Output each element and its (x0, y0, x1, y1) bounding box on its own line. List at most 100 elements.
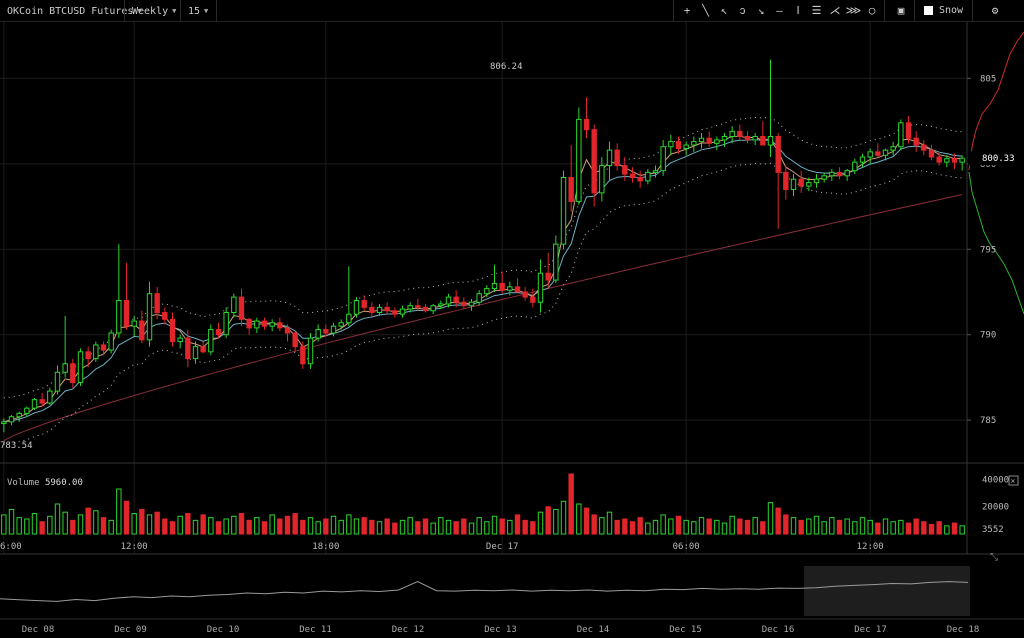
candle-body (721, 135, 728, 141)
navigator-date-label: Dec 16 (762, 625, 795, 635)
fibonacci-tool-icon[interactable]: ☰ (811, 4, 822, 17)
close-volume-pane-button[interactable]: × (1008, 475, 1019, 486)
volume-bar (806, 518, 812, 535)
candle-up (231, 293, 237, 318)
volume-bar (637, 517, 643, 535)
volume-bar (507, 519, 513, 535)
path-tool-icon[interactable]: ↄ (739, 4, 746, 17)
volume-bar (215, 521, 222, 535)
chart-canvas[interactable]: 785790795800805400002000035526:0012:0018… (0, 22, 1024, 638)
candle-body (729, 130, 735, 137)
candle-body (476, 293, 482, 303)
candle-up (307, 333, 314, 369)
candle-body (77, 351, 84, 384)
volume-bar (760, 521, 766, 535)
candle-up (468, 298, 475, 311)
candle-body (8, 416, 15, 423)
candle-body (146, 293, 153, 341)
candle-up (62, 315, 68, 378)
volume-bar (430, 522, 436, 535)
candle-down (614, 143, 620, 171)
volume-bar (875, 522, 881, 535)
navigator-date-label: Dec 09 (114, 625, 147, 635)
volume-bar (606, 511, 613, 535)
arrow-tool-icon[interactable]: ↖ (720, 4, 728, 17)
navigator[interactable]: Dec 08 Dec 09 Dec 10 Dec 11 Dec 12 Dec 13 Dec … (0, 566, 1024, 635)
candle-body (154, 293, 160, 313)
navigator-selection-window (804, 566, 970, 616)
volume-bar (85, 507, 91, 535)
volume-bar (422, 518, 429, 535)
candle-down (300, 341, 306, 369)
vertical-line-tool-icon[interactable]: ǀ (794, 4, 802, 17)
candle-down (185, 329, 191, 368)
volume-bar (246, 519, 252, 535)
candle-up (821, 172, 827, 183)
gear-icon[interactable]: ⚙ (991, 4, 999, 17)
volume-bar (384, 518, 390, 535)
volume-bar (545, 506, 551, 535)
line-tool-icon[interactable]: ╲ (702, 4, 709, 17)
volume-bar (177, 515, 183, 535)
candle-body (1, 421, 7, 425)
volume-bar (560, 500, 567, 535)
circle-tool-icon[interactable]: ○ (868, 4, 876, 17)
candle-body (85, 351, 91, 360)
candle-body (637, 177, 643, 182)
fan-tool-icon[interactable]: ⋌ (829, 4, 841, 17)
volume-bar (392, 522, 398, 535)
close-icon: × (1011, 477, 1016, 486)
candle-down (530, 288, 536, 308)
candle-body (951, 158, 958, 163)
candle-body (491, 282, 498, 290)
candle-body (537, 272, 544, 303)
volume-tick-label: 3552 (982, 525, 1004, 535)
candle-up (438, 300, 444, 310)
candle-up (844, 168, 850, 181)
volume-bar (8, 508, 15, 535)
candle-up (192, 341, 199, 364)
volume-bar (292, 513, 298, 535)
candle-up (491, 264, 498, 292)
time-tick-label: 06:00 (673, 542, 700, 552)
candle-body (622, 165, 628, 175)
candle-body (844, 170, 850, 177)
snow-checkbox[interactable] (924, 6, 933, 15)
snow-toggle[interactable]: Snow (924, 0, 963, 22)
candle-body (652, 170, 659, 173)
candle-down (361, 295, 367, 311)
volume-bar (836, 519, 843, 535)
candle-up (24, 406, 30, 417)
volume-bar (652, 519, 659, 535)
horizontal-line-tool-icon[interactable]: – (776, 4, 783, 17)
candle-body (269, 322, 275, 327)
expand-icon[interactable]: ⤡ (990, 552, 998, 563)
candle-up (315, 324, 321, 342)
volume-bar (553, 508, 559, 535)
candle-body (100, 344, 107, 351)
candle-up (882, 148, 889, 161)
candle-up (829, 168, 835, 181)
gann-fan-tool-icon[interactable]: ⋙ (845, 4, 862, 17)
screenshot-icon[interactable]: ▣ (897, 4, 905, 17)
volume-bar (890, 521, 896, 535)
interval-selector[interactable]: 15 ▼ (188, 0, 208, 22)
volume-bar (660, 514, 666, 535)
candle-down (384, 302, 390, 315)
candle-body (315, 329, 321, 339)
candle-body (560, 177, 567, 245)
chevron-down-icon: ▼ (137, 7, 142, 15)
volume-bar (346, 514, 352, 535)
candle-body (806, 182, 812, 187)
navigator-date-label: Dec 10 (207, 625, 240, 635)
contract-selector[interactable]: Weekly ▼ (132, 0, 176, 22)
volume-bars (1, 473, 965, 535)
volume-bar (783, 514, 789, 535)
candlesticks[interactable] (1, 59, 965, 433)
ray-tool-icon[interactable]: ↘ (757, 4, 765, 17)
price-tick-label: 795 (980, 245, 996, 255)
symbol-selector[interactable]: OKCoin BTCUSD Futures ▼ (7, 0, 142, 22)
volume-bar (77, 514, 84, 535)
candle-down (545, 252, 551, 289)
crosshair-tool-icon[interactable]: + (683, 4, 691, 17)
